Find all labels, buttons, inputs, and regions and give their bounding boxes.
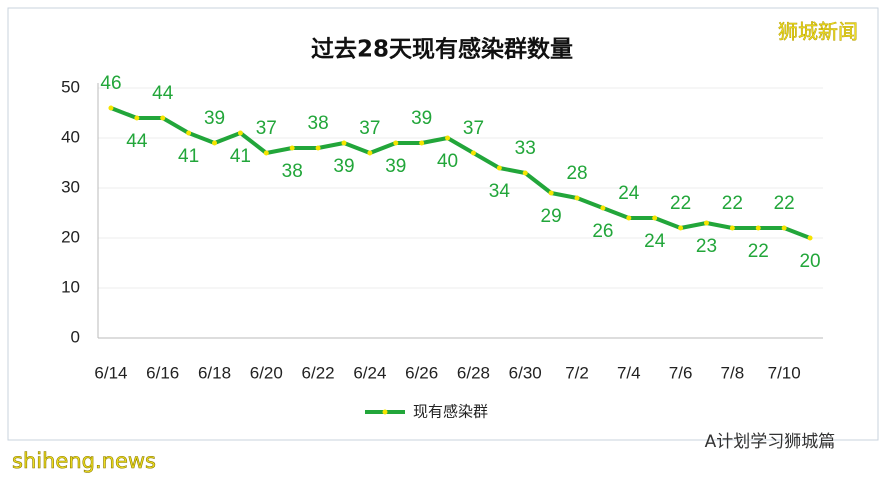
data-label: 46 [100,73,121,94]
data-label: 39 [333,156,354,177]
marker [393,140,399,146]
legend-marker [382,409,388,415]
data-label: 22 [748,241,769,262]
marker [315,145,321,151]
data-label: 39 [411,108,432,129]
data-label: 26 [592,221,613,242]
marker [678,225,684,231]
data-label: 37 [359,118,380,139]
marker [703,220,709,226]
marker [781,225,787,231]
data-label: 22 [670,193,691,214]
x-tick-label: 7/6 [669,363,693,382]
data-label: 23 [696,236,717,257]
y-tick-label: 10 [61,277,80,296]
data-label: 22 [722,193,743,214]
data-label: 39 [204,108,225,129]
marker [496,165,502,171]
marker [729,225,735,231]
data-label: 24 [644,231,666,252]
x-tick-label: 7/10 [768,363,801,382]
marker [237,130,243,136]
data-label: 22 [774,193,795,214]
data-label: 40 [437,151,458,172]
data-label: 29 [541,206,562,227]
watermark: 狮城新闻 [778,20,858,44]
marker [445,135,451,141]
marker [419,140,425,146]
data-label: 41 [230,146,251,167]
data-label: 28 [566,163,587,184]
marker [134,115,140,121]
legend-label: 现有感染群 [413,403,488,421]
marker [626,215,632,221]
marker [807,235,813,241]
marker [600,205,606,211]
data-label: 33 [515,138,536,159]
chart-frame [7,7,879,441]
x-tick-label: 6/16 [146,363,179,382]
x-tick-label: 6/20 [250,363,283,382]
data-label: 39 [385,156,406,177]
marker [367,150,373,156]
data-label: 34 [489,181,511,202]
x-tick-label: 6/28 [457,363,490,382]
data-label: 24 [618,183,640,204]
y-tick-label: 20 [61,227,80,246]
watermark: A计划学习狮城篇 [705,432,836,452]
x-tick-label: 7/4 [617,363,641,382]
marker [212,140,218,146]
data-label: 38 [308,113,329,134]
data-label: 37 [256,118,277,139]
marker [108,105,114,111]
data-label: 37 [463,118,484,139]
marker [652,215,658,221]
marker [186,130,192,136]
watermark: shiheng.news [12,449,156,473]
x-tick-label: 6/14 [94,363,127,382]
x-tick-label: 6/26 [405,363,438,382]
data-label: 41 [178,146,199,167]
marker [160,115,166,121]
marker [289,145,295,151]
x-tick-label: 6/22 [302,363,335,382]
line [110,106,811,240]
x-tick-label: 6/30 [509,363,542,382]
y-tick-label: 0 [71,327,80,346]
x-tick-label: 6/24 [353,363,386,382]
marker [548,190,554,196]
data-label: 44 [126,131,148,152]
x-tick-label: 7/2 [565,363,589,382]
y-tick-label: 50 [61,77,80,96]
marker [341,140,347,146]
marker [470,150,476,156]
y-tick-label: 40 [61,127,80,146]
chart-title: 过去28天现有感染群数量 [311,36,573,63]
data-label: 44 [152,83,174,104]
data-label: 38 [282,161,303,182]
marker [755,225,761,231]
marker [574,195,580,201]
y-tick-label: 30 [61,177,80,196]
marker [263,150,269,156]
marker [522,170,528,176]
x-tick-label: 7/8 [721,363,745,382]
data-label: 20 [799,251,820,272]
x-tick-label: 6/18 [198,363,231,382]
